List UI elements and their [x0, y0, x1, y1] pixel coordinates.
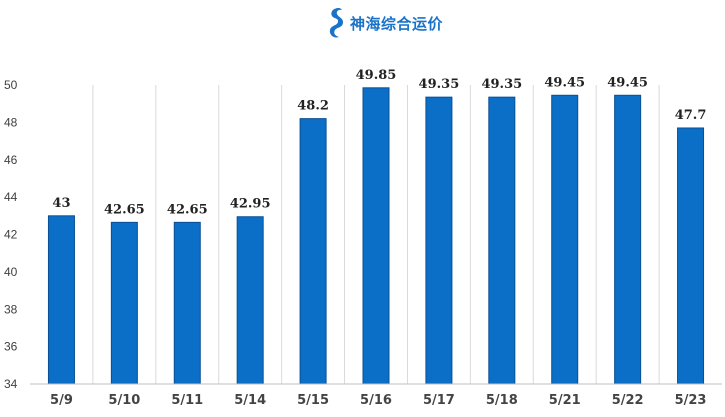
brand-logo: 神海综合运价	[326, 6, 443, 40]
y-tick-label: 40	[4, 265, 18, 279]
bar-5-17	[425, 96, 453, 385]
y-tick-label: 42	[4, 228, 18, 242]
bar-5-22	[614, 94, 642, 385]
data-label: 49.35	[481, 77, 522, 92]
x-tick-label: 5/16	[360, 393, 392, 408]
data-label: 43	[52, 196, 70, 211]
bar-5-16	[362, 87, 390, 385]
chart-gridlines	[92, 85, 660, 384]
data-label: 42.65	[104, 202, 145, 217]
y-axis-ticks: 34 36 38 40 42 44 46 48 50	[4, 78, 18, 391]
brand-name: 神海综合运价	[350, 14, 444, 33]
x-axis-ticks: 5/9 5/10 5/11 5/14 5/15 5/16 5/17 5/18 5/21 5/22 5…	[50, 393, 706, 408]
x-tick-label: 5/14	[234, 393, 266, 408]
y-tick-label: 38	[4, 302, 18, 316]
bar-5-21	[551, 94, 579, 385]
y-tick-label: 48	[4, 115, 18, 129]
bar-5-11	[173, 221, 201, 385]
x-tick-label: 5/23	[675, 393, 707, 408]
x-tick-label: 5/22	[612, 393, 644, 408]
x-tick-label: 5/17	[423, 393, 455, 408]
data-label: 49.85	[356, 68, 397, 83]
bar-5-9	[47, 215, 75, 385]
data-label: 47.7	[675, 108, 707, 123]
bar-5-10	[110, 221, 138, 385]
x-tick-label: 5/15	[297, 393, 329, 408]
bar-5-14	[236, 216, 264, 385]
x-tick-label: 5/21	[549, 393, 581, 408]
data-label: 42.65	[167, 202, 208, 217]
bar-5-15	[299, 118, 327, 385]
data-label: 42.95	[230, 197, 271, 212]
x-tick-label: 5/10	[108, 393, 140, 408]
data-label: 48.2	[297, 99, 329, 114]
chart-bars	[47, 87, 705, 385]
y-tick-label: 50	[4, 78, 18, 92]
x-tick-label: 5/9	[50, 393, 73, 408]
seahorse-logo-icon	[329, 8, 343, 38]
y-tick-label: 36	[4, 340, 18, 354]
y-tick-label: 34	[4, 377, 18, 391]
bar-5-18	[488, 96, 516, 385]
data-label: 49.45	[544, 75, 585, 90]
data-label: 49.45	[607, 75, 648, 90]
x-tick-label: 5/11	[171, 393, 203, 408]
y-tick-label: 44	[4, 190, 18, 204]
data-label: 49.35	[419, 77, 460, 92]
chart-data-labels: 43 42.65 42.65 42.95 48.2 49.85 49.35 49.35 49.4…	[52, 68, 706, 218]
y-tick-label: 46	[4, 153, 18, 167]
x-tick-label: 5/18	[486, 393, 518, 408]
bar-5-23	[677, 127, 705, 385]
